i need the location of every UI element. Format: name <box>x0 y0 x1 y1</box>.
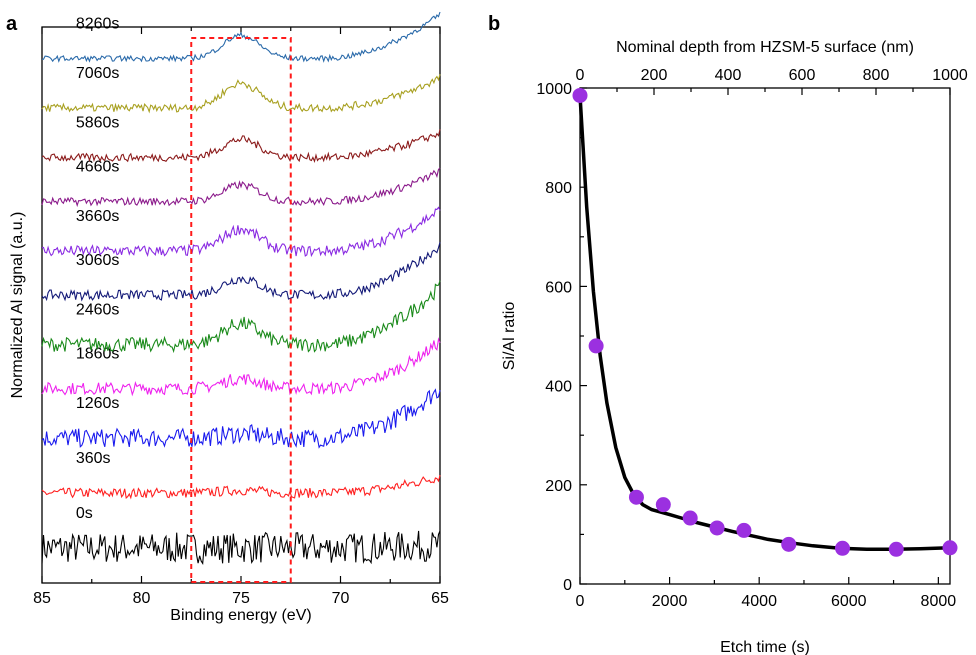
panel-a-traces: 0s360s1260s1860s2460s3060s3660s4660s5860… <box>41 11 441 566</box>
trace-label: 1260s <box>76 395 120 412</box>
trace-label: 7060s <box>76 65 120 82</box>
trace-label: 8260s <box>76 15 120 32</box>
trace-label: 4660s <box>76 158 120 175</box>
x-tick-label: 0 <box>576 593 585 610</box>
data-point <box>655 497 671 513</box>
y-tick-label: 600 <box>545 279 572 296</box>
panel-a: a 85 80 75 70 65 0s360s1260s1860s2460s3060s3… <box>6 11 449 624</box>
x-tick-label: 8000 <box>921 593 957 610</box>
data-point <box>628 489 644 505</box>
trace-label: 3660s <box>76 208 120 225</box>
data-point <box>709 520 725 536</box>
panel-a-y-title: Normalized Al signal (a.u.) <box>9 212 26 399</box>
y-tick-label: 200 <box>545 478 572 495</box>
data-point <box>781 536 797 552</box>
top-x-tick-label: 200 <box>641 67 668 84</box>
x-tick-label: 80 <box>133 590 151 607</box>
panel-b-points <box>572 87 958 557</box>
trace-label: 2460s <box>76 301 120 318</box>
data-point <box>736 522 752 538</box>
trace-label: 3060s <box>76 252 120 269</box>
panel-a-x-ticks: 85 80 75 70 65 <box>33 27 449 607</box>
data-point <box>834 540 850 556</box>
trace-label: 360s <box>76 450 111 467</box>
trace-label: 5860s <box>76 114 120 131</box>
x-tick-label: 2000 <box>652 593 688 610</box>
data-point <box>942 540 958 556</box>
y-tick-label: 1000 <box>536 81 572 98</box>
data-point <box>588 338 604 354</box>
top-x-tick-label: 800 <box>863 67 890 84</box>
trace-360s <box>41 475 441 500</box>
top-x-tick-label: 600 <box>789 67 816 84</box>
y-tick-label: 0 <box>563 577 572 594</box>
x-tick-label: 85 <box>33 590 51 607</box>
panel-a-x-title: Binding energy (eV) <box>170 607 311 624</box>
x-tick-label: 70 <box>332 590 350 607</box>
x-tick-label: 75 <box>232 590 250 607</box>
panel-b-letter: b <box>488 13 500 35</box>
trace-5860s <box>41 129 441 164</box>
x-tick-label: 6000 <box>831 593 867 610</box>
panel-b-x-title: Etch time (s) <box>720 639 810 655</box>
top-x-tick-label: 0 <box>576 67 585 84</box>
x-tick-label: 4000 <box>741 593 777 610</box>
data-point <box>682 510 698 526</box>
panel-a-letter: a <box>6 13 18 35</box>
panel-b-top-x-title: Nominal depth from HZSM-5 surface (nm) <box>616 39 914 56</box>
top-x-tick-label: 400 <box>715 67 742 84</box>
trace-label: 0s <box>76 505 93 522</box>
data-point <box>572 87 588 103</box>
trace-0s <box>41 530 441 566</box>
panel-b-frame <box>579 87 951 585</box>
fit-curve <box>578 95 951 552</box>
trace-7060s <box>41 74 441 114</box>
trace-1260s <box>41 388 441 449</box>
data-point <box>888 541 904 557</box>
highlight-box <box>190 37 292 583</box>
trace-8260s <box>41 11 441 63</box>
y-tick-label: 800 <box>545 180 572 197</box>
trace-1860s <box>41 337 441 397</box>
x-tick-label: 65 <box>431 590 449 607</box>
panel-b-y-title: Si/Al ratio <box>501 302 518 371</box>
trace-2460s <box>41 280 441 354</box>
trace-4660s <box>41 167 441 208</box>
trace-3060s <box>41 242 441 302</box>
y-tick-label: 400 <box>545 379 572 396</box>
trace-3660s <box>41 206 441 258</box>
top-x-tick-label: 1000 <box>932 67 968 84</box>
